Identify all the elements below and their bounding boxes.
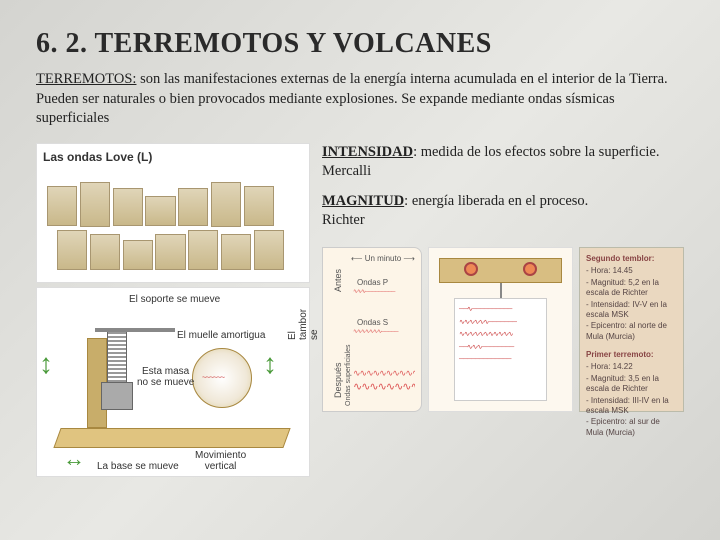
second-quake-hora: - Hora: 14.45: [586, 266, 677, 276]
first-quake-epicentro: - Epicentro: al sur de Mula (Murcia): [586, 417, 677, 438]
seismograph-diagram: ↕ ↔ ~~~~~~ ↕ El soporte se mueve El muel…: [36, 287, 310, 477]
magnitud-definition: MAGNITUD: energía liberada en el proceso…: [322, 192, 684, 231]
first-quake-hora: - Hora: 14.22: [586, 362, 677, 372]
label-antes: Antes: [333, 269, 343, 292]
magnitud-scale: Richter: [322, 212, 365, 228]
label-ondas-surf: Ondas superficiales: [345, 344, 352, 405]
bearing-left-icon: [464, 262, 478, 276]
seismograph-mass: [101, 382, 133, 410]
recording-paper: ──∿────────── ∿∿∿∿∿∿─────── ∿∿∿∿∿∿∿∿∿∿∿ …: [454, 298, 547, 401]
first-quake-header: Primer terremoto:: [586, 350, 677, 360]
intro-term: TERREMOTOS:: [36, 71, 136, 87]
intensidad-definition: INTENSIDAD: medida de los efectos sobre …: [322, 143, 684, 182]
label-minuto: ⟵ Un minuto ⟶: [351, 254, 415, 263]
label-despues: Después: [333, 362, 343, 398]
second-quake-section: Segundo temblor: - Hora: 14.45 - Magnitu…: [586, 254, 677, 342]
label-soporte: El soporte se mueve: [129, 294, 220, 305]
arrow-vertical-icon: ↕: [39, 348, 53, 380]
seismograph-base: [53, 428, 290, 448]
wave-blocks: [47, 182, 299, 272]
label-muelle: El muelle amortigua: [177, 330, 265, 341]
drum-trace-icon: ~~~~~~: [202, 373, 242, 385]
first-quake-magnitud: - Magnitud: 3,5 en la escala de Richter: [586, 374, 677, 395]
label-masa: Esta masa no se mueve: [137, 366, 194, 388]
second-quake-intensidad: - Intensidad: IV-V en la escala MSK: [586, 300, 677, 321]
first-quake-intensidad: - Intensidad: III-IV en la escala MSK: [586, 396, 677, 417]
bearing-right-icon: [523, 262, 537, 276]
magnitud-text: : energía liberada en el proceso.: [404, 193, 588, 209]
love-wave-label: Las ondas Love (L): [43, 150, 303, 164]
mounting-bar: [439, 258, 562, 283]
magnitud-term: MAGNITUD: [322, 193, 404, 209]
seismometer-top-diagram: ──∿────────── ∿∿∿∿∿∿─────── ∿∿∿∿∿∿∿∿∿∿∿ …: [428, 247, 573, 412]
arrow-drum-icon: ↕: [263, 348, 277, 380]
hanging-wire: [500, 283, 502, 298]
intro-paragraph: TERREMOTOS: son las manifestaciones exte…: [36, 70, 684, 129]
left-column: Las ondas Love (L): [36, 143, 310, 477]
second-quake-header: Segundo temblor:: [586, 254, 677, 264]
right-column: INTENSIDAD: medida de los efectos sobre …: [322, 143, 684, 477]
label-mov: Movimiento vertical: [195, 450, 246, 472]
label-base: La base se mueve: [97, 461, 179, 472]
second-quake-magnitud: - Magnitud: 5,2 en la escala de Richter: [586, 278, 677, 299]
second-quake-epicentro: - Epicentro: al norte de Mula (Murcia): [586, 321, 677, 342]
wave-arrival-chart: Antes Después ⟵ Un minuto ⟶ Ondas P ∿∿∿─…: [322, 247, 422, 412]
bottom-diagram-row: Antes Después ⟵ Un minuto ⟶ Ondas P ∿∿∿─…: [322, 247, 684, 412]
first-quake-section: Primer terremoto: - Hora: 14.22 - Magnit…: [586, 350, 677, 438]
slide-title: 6. 2. TERREMOTOS Y VOLCANES: [36, 28, 684, 60]
intensidad-term: INTENSIDAD: [322, 144, 413, 160]
seismograph-spring: [107, 332, 127, 382]
earthquake-info-panel: Segundo temblor: - Hora: 14.45 - Magnitu…: [579, 247, 684, 412]
label-ondas-s: Ondas S: [357, 318, 388, 327]
label-ondas-p: Ondas P: [357, 278, 388, 287]
content-row: Las ondas Love (L): [36, 143, 684, 477]
slide-container: 6. 2. TERREMOTOS Y VOLCANES TERREMOTOS: …: [0, 0, 720, 497]
love-wave-diagram: Las ondas Love (L): [36, 143, 310, 283]
arrow-horizontal-icon: ↔: [63, 446, 85, 472]
